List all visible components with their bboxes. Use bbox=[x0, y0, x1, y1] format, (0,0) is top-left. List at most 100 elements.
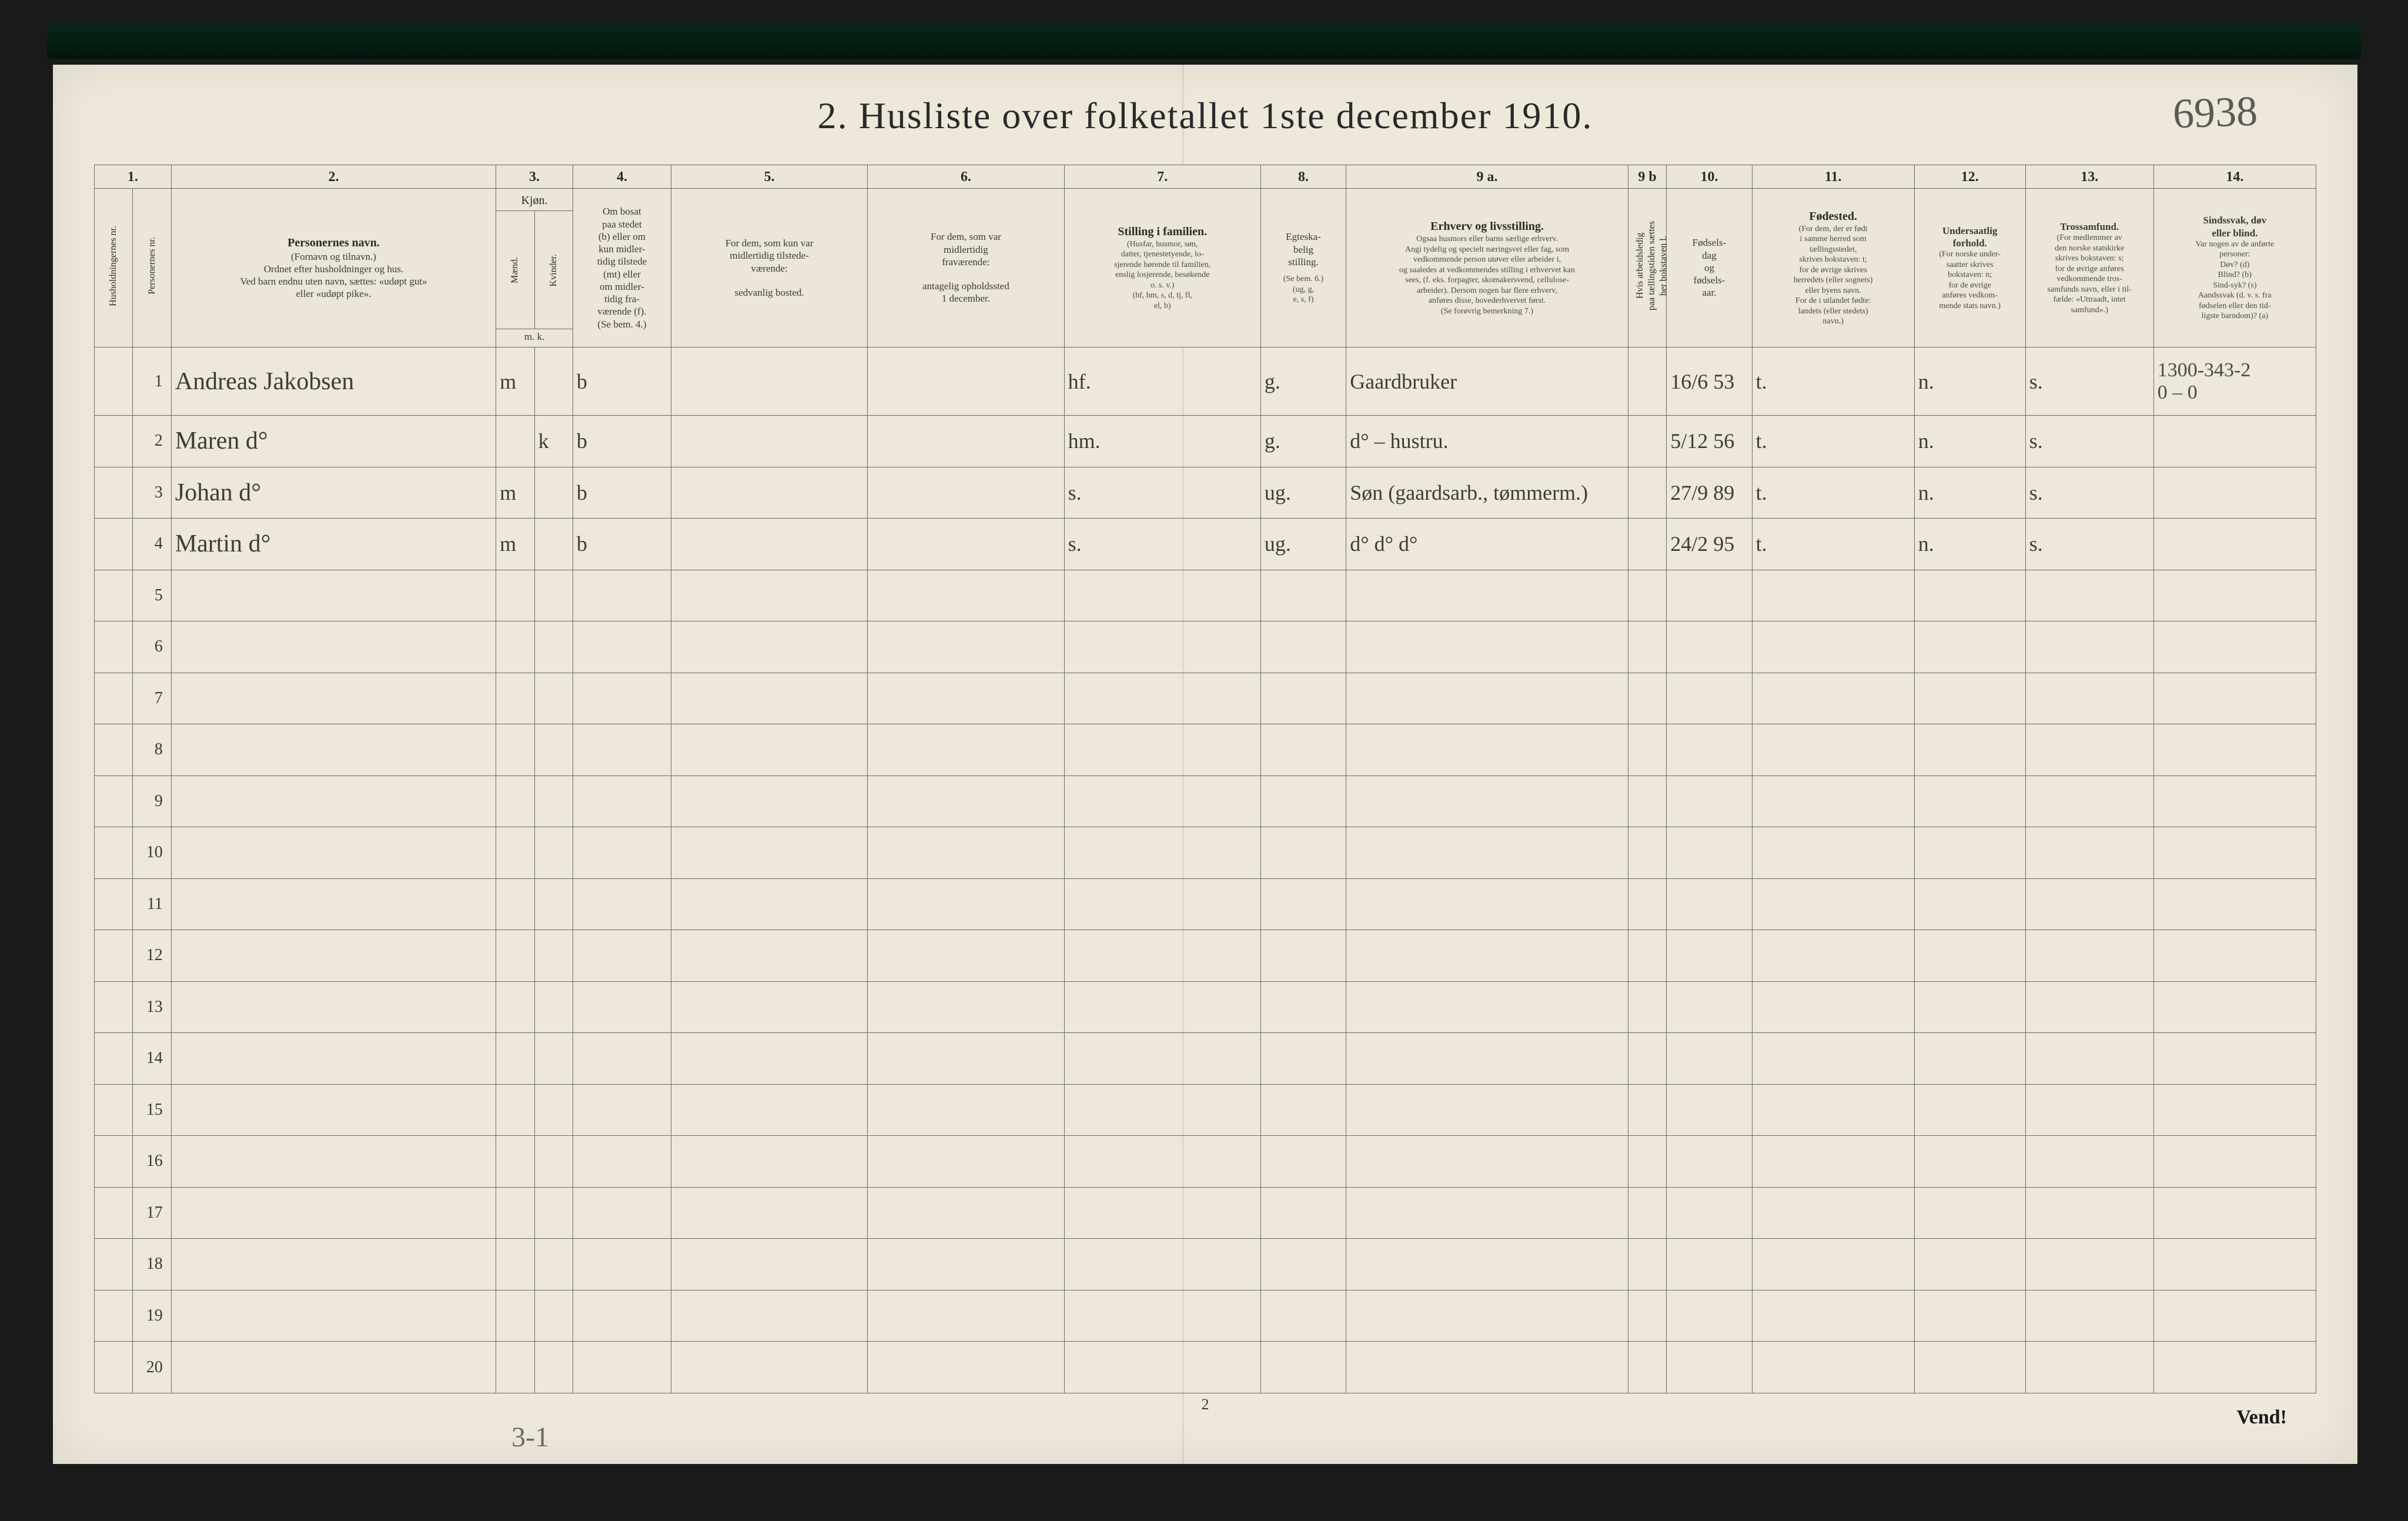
cell-empty bbox=[496, 1187, 534, 1239]
cell-personnr: 11 bbox=[133, 878, 171, 930]
cell-empty bbox=[1667, 1084, 1752, 1136]
cell-householdnr bbox=[95, 1136, 133, 1188]
cell-empty bbox=[671, 1136, 868, 1188]
table-row-empty: 7 bbox=[95, 673, 2316, 724]
table-body: 1Andreas Jakobsenmbhf.g.Gaardbruker16/6 … bbox=[95, 347, 2316, 1393]
table-row: 2Maren d°kbhm.g.d° – hustru.5/12 56t.n.s… bbox=[95, 416, 2316, 467]
cell-c5 bbox=[671, 347, 868, 416]
cell-empty bbox=[573, 1290, 671, 1342]
cell-empty bbox=[534, 827, 573, 879]
cell-empty bbox=[496, 775, 534, 827]
cell-empty bbox=[573, 1033, 671, 1085]
cell-empty bbox=[171, 981, 496, 1033]
cell-empty bbox=[2025, 1136, 2153, 1188]
cell-empty bbox=[671, 621, 868, 673]
cell-empty bbox=[2153, 724, 2316, 776]
cell-householdnr bbox=[95, 347, 133, 416]
cell-empty bbox=[171, 1033, 496, 1085]
cell-empty bbox=[496, 570, 534, 621]
cell-empty bbox=[1628, 1342, 1666, 1393]
cell-empty bbox=[496, 1084, 534, 1136]
cell-empty bbox=[1346, 981, 1628, 1033]
annotation-top-right: 6938 bbox=[2172, 87, 2259, 139]
cell-empty bbox=[573, 570, 671, 621]
cell-empty bbox=[1914, 930, 2025, 982]
cell-householdnr bbox=[95, 1187, 133, 1239]
cell-empty bbox=[1346, 1033, 1628, 1085]
cell-empty bbox=[1914, 1187, 2025, 1239]
cell-marital: ug. bbox=[1260, 519, 1346, 570]
cell-empty bbox=[2025, 621, 2153, 673]
cell-empty bbox=[1752, 1187, 1914, 1239]
table-row-empty: 19 bbox=[95, 1290, 2316, 1342]
cell-empty bbox=[573, 1342, 671, 1393]
head-4: Om bosat paa stedet (b) eller om kun mid… bbox=[573, 189, 671, 347]
cell-personnr: 14 bbox=[133, 1033, 171, 1085]
cell-empty bbox=[496, 1136, 534, 1188]
cell-disability bbox=[2153, 519, 2316, 570]
cell-householdnr bbox=[95, 827, 133, 879]
cell-empty bbox=[573, 724, 671, 776]
cell-birthdate: 24/2 95 bbox=[1667, 519, 1752, 570]
cell-empty bbox=[1064, 1033, 1260, 1085]
cell-empty bbox=[1752, 1239, 1914, 1291]
head-12: Undersaatlig forhold. (For norske under-… bbox=[1914, 189, 2025, 347]
cell-empty bbox=[2153, 827, 2316, 879]
cell-c6 bbox=[868, 467, 1064, 519]
cell-occupation: Gaardbruker bbox=[1346, 347, 1628, 416]
cell-9b bbox=[1628, 519, 1666, 570]
cell-empty bbox=[868, 1136, 1064, 1188]
cell-empty bbox=[1752, 775, 1914, 827]
cell-empty bbox=[1667, 981, 1752, 1033]
cell-empty bbox=[671, 1084, 868, 1136]
cell-empty bbox=[1064, 1084, 1260, 1136]
cell-name: Andreas Jakobsen bbox=[171, 347, 496, 416]
cell-empty bbox=[2153, 1136, 2316, 1188]
colnum-9b: 9 b bbox=[1628, 165, 1666, 189]
table-row-empty: 13 bbox=[95, 981, 2316, 1033]
cell-personnr: 19 bbox=[133, 1290, 171, 1342]
cell-empty bbox=[496, 673, 534, 724]
cell-empty bbox=[1914, 1290, 2025, 1342]
table-row-empty: 11 bbox=[95, 878, 2316, 930]
cell-name: Martin d° bbox=[171, 519, 496, 570]
cell-empty bbox=[1064, 827, 1260, 879]
cell-empty bbox=[868, 1033, 1064, 1085]
cell-empty bbox=[1064, 1136, 1260, 1188]
cell-empty bbox=[573, 1084, 671, 1136]
cell-empty bbox=[1628, 1187, 1666, 1239]
cell-empty bbox=[1346, 1084, 1628, 1136]
cell-family-pos: hm. bbox=[1064, 416, 1260, 467]
cell-empty bbox=[496, 621, 534, 673]
census-table: 1. 2. 3. 4. 5. 6. 7. 8. 9 a. 9 b 10. 11.… bbox=[94, 165, 2316, 1393]
cell-empty bbox=[1346, 930, 1628, 982]
cell-householdnr bbox=[95, 1084, 133, 1136]
cell-c6 bbox=[868, 519, 1064, 570]
cell-empty bbox=[1628, 621, 1666, 673]
cell-empty bbox=[171, 930, 496, 982]
census-table-wrap: 1. 2. 3. 4. 5. 6. 7. 8. 9 a. 9 b 10. 11.… bbox=[94, 165, 2316, 1393]
cell-empty bbox=[573, 621, 671, 673]
cell-empty bbox=[573, 673, 671, 724]
cell-empty bbox=[534, 981, 573, 1033]
cell-empty bbox=[1346, 1239, 1628, 1291]
cell-empty bbox=[1628, 827, 1666, 879]
cell-empty bbox=[671, 930, 868, 982]
cell-empty bbox=[573, 1187, 671, 1239]
cell-empty bbox=[1064, 724, 1260, 776]
cell-sex-m: m bbox=[496, 467, 534, 519]
cell-empty bbox=[1752, 1033, 1914, 1085]
table-row-empty: 16 bbox=[95, 1136, 2316, 1188]
cell-empty bbox=[1667, 724, 1752, 776]
cell-empty bbox=[868, 570, 1064, 621]
cell-empty bbox=[1260, 724, 1346, 776]
cell-birthplace: t. bbox=[1752, 467, 1914, 519]
cell-name: Maren d° bbox=[171, 416, 496, 467]
cell-empty bbox=[1752, 621, 1914, 673]
cell-empty bbox=[534, 1136, 573, 1188]
cell-religion: s. bbox=[2025, 416, 2153, 467]
cell-9b bbox=[1628, 416, 1666, 467]
cell-empty bbox=[671, 827, 868, 879]
cell-empty bbox=[496, 981, 534, 1033]
cell-empty bbox=[1346, 1342, 1628, 1393]
